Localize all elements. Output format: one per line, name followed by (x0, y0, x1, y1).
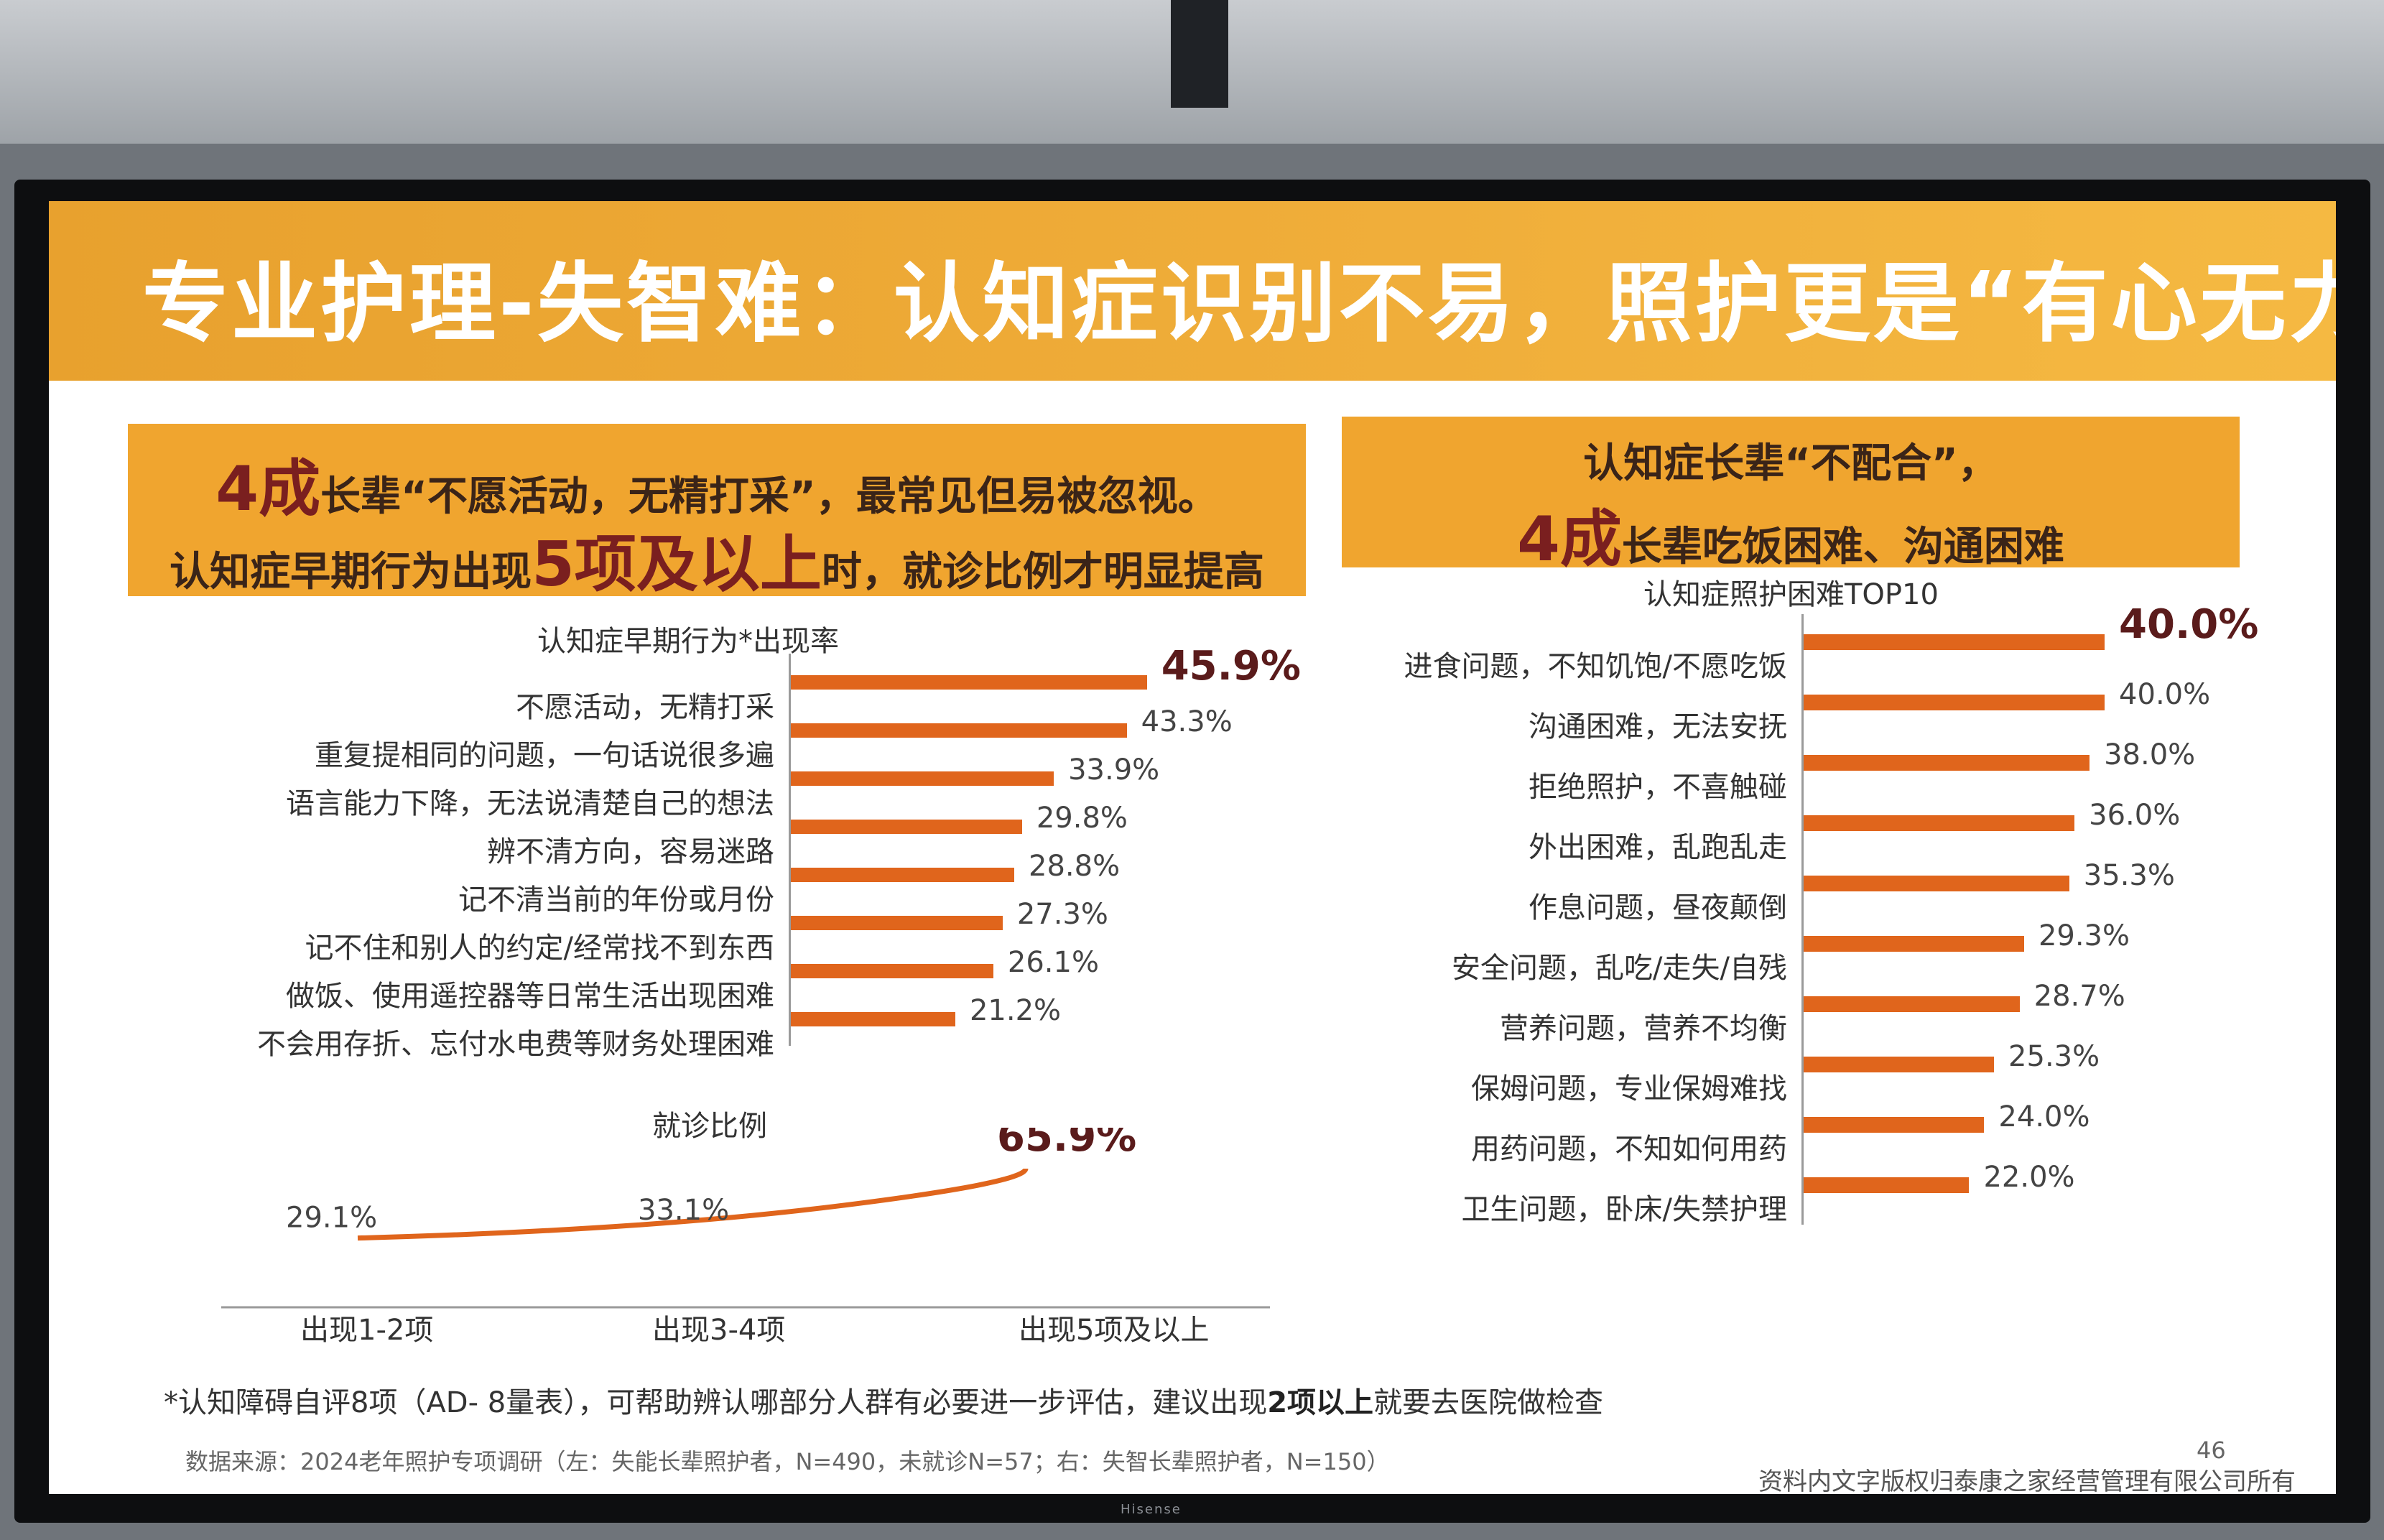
right-bars-category-label: 用药问题，不知如何用药 (1471, 1133, 1787, 1166)
left-bars-bar (791, 820, 1022, 834)
right-banner-text-2: 长辈吃饭困难、沟通困难 (1621, 524, 2064, 570)
right-bars-value-label: 40.0% (2119, 678, 2211, 711)
right-bars-bar (1804, 936, 2024, 952)
footnote-highlight: 2项以上 (1267, 1386, 1374, 1419)
care-difficulty-chart-title: 认知症照护困难TOP10 (1643, 578, 1939, 611)
tv-brand-logo: Hisense (1121, 1502, 1182, 1517)
presentation-slide: 专业护理-失智难：认知症识别不易，照护更是“有心无力” 4成长辈“不愿活动，无精… (49, 201, 2336, 1494)
left-bars-category-label: 不会用存折、忘付水电费等财务处理困难 (257, 1028, 774, 1061)
right-banner-line1: 认知症长辈“不配合”， (1342, 431, 2240, 489)
visit-rate-category-label: 出现5项及以上 (1019, 1314, 1209, 1343)
right-bars-bar (1804, 1057, 1995, 1072)
right-bars-bar (1804, 996, 2020, 1012)
right-bars-category-label: 卫生问题，卧床/失禁护理 (1461, 1193, 1787, 1226)
left-banner-line1: 4成长辈“不愿活动，无精打采”，最常见但易被忽视。 (128, 438, 1306, 528)
right-bars-category-label: 营养问题，营养不均衡 (1500, 1012, 1787, 1045)
left-banner-text-2a: 认知症早期行为出现 (170, 549, 532, 595)
left-bars-value-label: 28.8% (1029, 850, 1121, 883)
right-bars-category-label: 安全问题，乱吃/走失/自残 (1452, 952, 1787, 985)
left-bars-bar (791, 964, 993, 978)
left-bars-value-label: 26.1% (1007, 946, 1099, 979)
visit-rate-line (357, 1167, 1029, 1241)
visit-rate-value-label: 65.9% (997, 1128, 1136, 1161)
right-bars-bar (1804, 755, 2090, 771)
left-bars-category-label: 重复提相同的问题，一句话说很多遍 (315, 739, 774, 772)
copyright-notice: 资料内文字版权归泰康之家经营管理有限公司所有 (1758, 1467, 2296, 1494)
left-bars-value-label: 27.3% (1016, 898, 1108, 931)
right-bars-category-label: 保姆问题，专业保姆难找 (1471, 1072, 1787, 1105)
page-number: 46 (2197, 1437, 2226, 1464)
right-bars-category-label: 拒绝照护，不喜触碰 (1529, 771, 1787, 804)
left-bars-bar (791, 916, 1003, 930)
tv-mount-pole (1171, 0, 1228, 108)
right-bars-bar (1804, 1177, 1970, 1193)
left-bars-category-label: 不愿活动，无精打采 (516, 691, 774, 724)
left-bars-value-label: 45.9% (1161, 643, 1301, 690)
right-banner-text-1: 认知症长辈“不配合”， (1583, 440, 1998, 487)
left-bars-value-label: 21.2% (969, 994, 1062, 1027)
early-behavior-chart-title: 认知症早期行为*出现率 (537, 625, 839, 658)
right-bars-category-label: 作息问题，昼夜颠倒 (1529, 891, 1787, 924)
right-bars-value-label: 29.3% (2038, 919, 2130, 952)
left-banner-text-2b: 时，就诊比例才明显提高 (821, 549, 1264, 595)
right-bars-bar (1804, 695, 2105, 710)
right-bars-bar (1804, 1117, 1985, 1133)
left-bars-category-label: 语言能力下降，无法说清楚自己的想法 (286, 787, 774, 820)
footnote-prefix: *认知障碍自评8项（AD- 8量表），可帮助辨认哪部分人群有必要进一步评估，建议… (164, 1386, 1268, 1419)
left-bars-category-label: 做饭、使用遥控器等日常生活出现困难 (286, 980, 774, 1013)
left-bars-category-label: 记不住和别人的约定/经常找不到东西 (305, 932, 774, 965)
right-bars-axis (1801, 614, 1804, 1225)
left-bars-bar (791, 868, 1015, 882)
right-bars-value-label: 40.0% (2119, 601, 2259, 648)
visit-rate-chart-title: 就诊比例 (652, 1110, 767, 1143)
left-banner-text-1: 长辈“不愿活动，无精打采”，最常见但易被忽视。 (320, 473, 1218, 520)
visit-rate-value-label: 29.1% (286, 1202, 377, 1235)
right-banner: 认知症长辈“不配合”， 4成长辈吃饭困难、沟通困难 (1342, 417, 2240, 575)
visit-rate-line-chart: 29.1% 出现1-2项 33.1% 出现3-4项 65.9% 出现5项及以上 (221, 1128, 1270, 1343)
right-banner-line2: 4成长辈吃饭困难、沟通困难 (1342, 488, 2240, 578)
visit-rate-category-label: 出现3-4项 (652, 1314, 785, 1343)
left-bars-bar (791, 1012, 955, 1026)
left-bars-value-label: 43.3% (1141, 705, 1233, 738)
right-bars-bar (1804, 876, 2069, 891)
right-bars-value-label: 22.0% (1983, 1161, 2075, 1194)
right-bars-category-label: 沟通困难，无法安抚 (1529, 710, 1787, 743)
right-bars-value-label: 24.0% (1998, 1100, 2090, 1133)
left-bars-value-label: 29.8% (1036, 802, 1128, 835)
slide-title: 专业护理-失智难：认知症识别不易，照护更是“有心无力” (142, 254, 2336, 354)
right-bars-value-label: 35.3% (2083, 859, 2175, 892)
left-banner-highlight-2: 5项及以上 (532, 529, 822, 600)
slide-title-bar: 专业护理-失智难：认知症识别不易，照护更是“有心无力” (49, 201, 2336, 381)
left-bars-category-label: 辨不清方向，容易迷路 (487, 835, 774, 868)
left-bars-bar (791, 723, 1127, 738)
left-bars-bar (791, 771, 1054, 786)
footnote-suffix: 就要去医院做检查 (1373, 1386, 1604, 1419)
left-bars-value-label: 33.9% (1068, 753, 1160, 787)
right-bars-bar (1804, 634, 2105, 650)
right-bars-value-label: 25.3% (2008, 1040, 2100, 1073)
tv-screen: 专业护理-失智难：认知症识别不易，照护更是“有心无力” 4成长辈“不愿活动，无精… (14, 180, 2370, 1523)
right-bars-value-label: 36.0% (2089, 799, 2181, 832)
ad8-footnote: *认知障碍自评8项（AD- 8量表），可帮助辨认哪部分人群有必要进一步评估，建议… (164, 1379, 1603, 1421)
data-source: 数据来源：2024老年照护专项调研（左：失能长辈照护者，N=490，未就诊N=5… (185, 1448, 1390, 1475)
right-banner-highlight: 4成 (1517, 504, 1622, 575)
right-bars-value-label: 28.7% (2033, 980, 2125, 1013)
left-bars-axis (789, 654, 791, 1046)
left-banner-line2: 认知症早期行为出现5项及以上时，就诊比例才明显提高 (128, 514, 1306, 603)
right-bars-value-label: 38.0% (2104, 738, 2196, 771)
left-bars-bar (791, 675, 1147, 690)
right-bars-bar (1804, 815, 2075, 831)
right-bars-category-label: 进食问题，不知饥饱/不愿吃饭 (1404, 650, 1787, 683)
left-banner: 4成长辈“不愿活动，无精打采”，最常见但易被忽视。 认知症早期行为出现5项及以上… (128, 424, 1306, 600)
right-bars-category-label: 外出困难，乱跑乱走 (1529, 831, 1787, 864)
visit-rate-category-label: 出现1-2项 (300, 1314, 433, 1343)
visit-rate-value-label: 33.1% (638, 1194, 729, 1227)
left-bars-category-label: 记不清当前的年份或月份 (458, 883, 774, 917)
left-banner-highlight-1: 4成 (215, 453, 321, 525)
